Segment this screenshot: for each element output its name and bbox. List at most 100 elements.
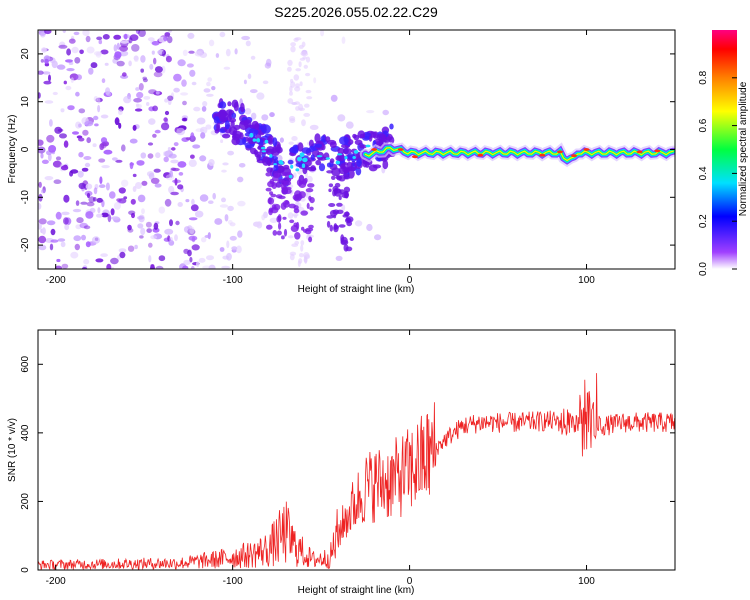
spectrogram-noise-blob <box>313 77 317 84</box>
spectrogram-noise-blob <box>80 201 88 205</box>
spectrogram-ridge-blob <box>359 144 367 149</box>
spectrogram-ridge-blob <box>338 175 346 182</box>
spectrogram-noise-blob <box>161 122 170 131</box>
spectrogram-noise-blob <box>207 77 213 82</box>
spectrogram-noise-blob <box>123 33 128 40</box>
spectrogram-noise-blob <box>40 152 44 159</box>
spectrogram-ridge-blob <box>272 145 278 154</box>
spectrogram-noise-blob <box>83 259 90 265</box>
spectrogram-ridge-core <box>302 157 308 163</box>
spectrogram-ridge-blob <box>231 137 240 146</box>
spectrogram-ridge-blob <box>308 224 314 229</box>
spectrogram-noise-blob <box>60 108 65 113</box>
spectrogram-ridge-blob <box>266 167 273 173</box>
spectrogram-noise-blob <box>374 234 382 241</box>
spectrogram-noise-blob <box>86 46 95 54</box>
spectrogram-noise-blob <box>237 230 243 238</box>
spectrogram-ridge-blob <box>254 122 260 131</box>
spectrogram-noise-blob <box>147 142 154 146</box>
spectrogram-noise-blob <box>189 69 196 77</box>
spectrogram-noise-blob <box>226 252 232 261</box>
spectrogram-noise-blob <box>244 108 252 115</box>
spectrogram-noise-blob <box>38 218 47 225</box>
spectrogram-ridge-blob <box>328 188 332 193</box>
spectrogram-noise-blob <box>155 152 161 159</box>
spectrogram-ridge-core <box>316 155 323 158</box>
spectrogram-noise-blob <box>93 51 103 56</box>
spectrogram-noise-blob <box>143 96 151 100</box>
spectrogram-ridge-blob <box>282 187 287 195</box>
spectrogram-noise-blob <box>198 257 206 263</box>
spectrogram-ridge-blob <box>343 244 349 252</box>
spectrogram-noise-blob <box>279 137 284 143</box>
spectrogram-ridge-blob <box>271 204 277 210</box>
spectrogram-ridge-blob <box>342 162 349 166</box>
spectrogram-ridge-core <box>297 156 302 162</box>
spectrogram-noise-blob <box>63 217 69 225</box>
spectrogram-noise-blob <box>227 150 235 156</box>
spectrogram-ridge-blob <box>289 219 295 224</box>
spectrogram-noise-blob <box>300 240 305 246</box>
spectrogram-noise-blob <box>141 180 148 186</box>
spectrogram-noise-blob <box>221 169 227 173</box>
y-tick-label: 0 <box>20 146 31 152</box>
spectrogram-noise-blob <box>133 98 143 103</box>
spectrogram-noise-blob <box>78 108 86 114</box>
spectrogram-noise-blob <box>150 177 160 184</box>
spectrogram-noise-blob <box>150 264 155 268</box>
spectrogram-noise-blob <box>161 65 166 74</box>
colorbar-tick-label: 0.4 <box>698 166 709 180</box>
spectrogram-noise-blob <box>293 214 298 219</box>
spectrogram-ridge-blob <box>320 135 327 143</box>
colorbar: 0.0 0.2 0.4 0.6 0.8 Normalized spectral ampl… <box>698 30 749 276</box>
spectrogram-ridge-blob <box>342 167 351 173</box>
spectrogram-x-label: Height of straight line (km) <box>298 284 415 295</box>
spectrogram-noise-blob <box>118 248 127 253</box>
x-tick-label: -100 <box>223 275 243 286</box>
spectrogram-noise-blob <box>129 162 134 170</box>
spectrogram-noise-blob <box>127 245 135 252</box>
spectrogram-ridge-core <box>264 139 269 144</box>
spectrogram-noise-blob <box>237 176 244 183</box>
spectrogram-noise-blob <box>72 208 82 213</box>
spectrogram-ridge-core <box>256 138 260 143</box>
spectrogram-noise-blob <box>289 91 293 96</box>
spectrogram-noise-blob <box>131 44 140 52</box>
colorbar-ticks: 0.0 0.2 0.4 0.6 0.8 <box>698 70 737 276</box>
spectrogram-noise-blob <box>227 205 234 212</box>
spectrogram-noise-blob <box>250 55 256 60</box>
spectrogram-noise-blob <box>113 202 121 210</box>
spectrogram-noise-blob <box>123 95 132 104</box>
spectrogram-noise-blob <box>164 110 170 116</box>
spectrogram-ridge-blob <box>293 208 300 214</box>
spectrogram-noise-blob <box>130 198 136 205</box>
spectrogram-noise-blob <box>195 210 204 218</box>
spectrogram-noise-blob <box>304 103 310 108</box>
spectrogram-noise-blob <box>305 191 309 196</box>
spectrogram-ridge-core <box>288 174 293 179</box>
spectrogram-noise-blob <box>112 58 119 64</box>
spectrogram-ridge-blob <box>301 147 311 154</box>
spectrogram-noise-blob <box>148 118 156 125</box>
spectrogram-noise-blob <box>208 159 215 166</box>
spectrogram-noise-blob <box>38 244 47 251</box>
spectrogram-noise-blob <box>139 235 144 239</box>
spectrogram-noise-blob <box>164 98 169 103</box>
spectrogram-noise-blob <box>38 139 44 146</box>
spectrogram-noise-blob <box>58 44 68 49</box>
spectrogram-noise-blob <box>195 128 204 133</box>
spectrogram-noise-blob <box>75 74 82 81</box>
spectrogram-ridge-blob <box>269 191 274 196</box>
spectrogram-noise-blob <box>152 227 160 233</box>
snr-y-ticks: 0 200 400 600 <box>20 356 675 573</box>
spectrogram-noise-blob <box>180 92 189 96</box>
spectrogram-noise-blob <box>38 181 42 188</box>
spectrogram-noise-blob <box>135 182 142 189</box>
spectrogram-noise-blob <box>41 227 46 235</box>
spectrogram-ridge-blob <box>273 165 279 171</box>
spectrogram-noise-blob <box>96 36 103 41</box>
spectrogram-noise-blob <box>129 138 138 144</box>
spectrogram-noise-blob <box>291 243 299 247</box>
spectrogram-noise-blob <box>141 208 145 215</box>
